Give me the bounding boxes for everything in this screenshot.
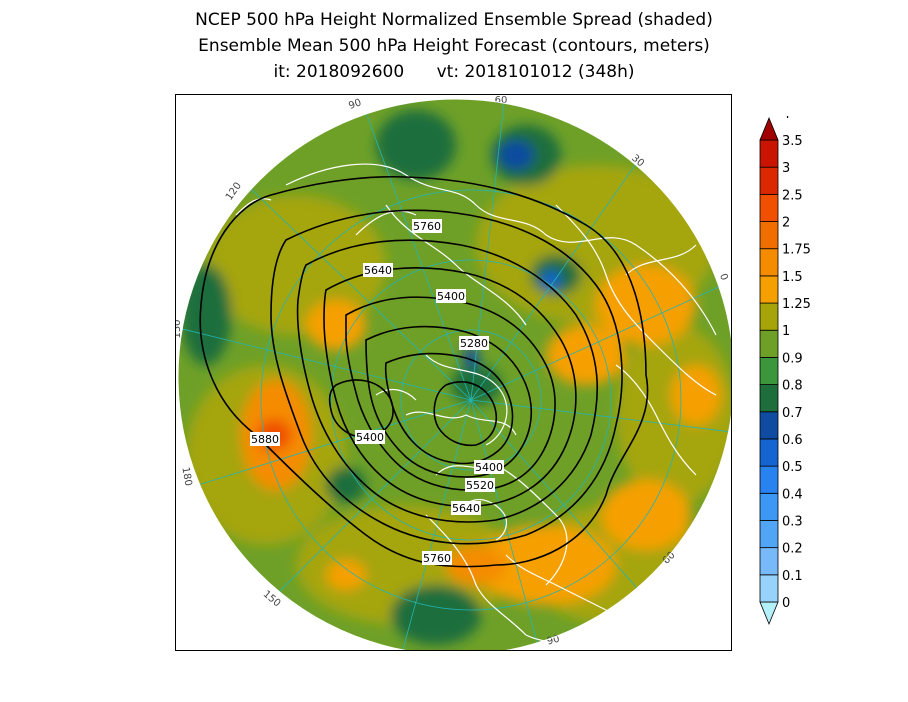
colorbar-box [759, 275, 779, 304]
colorbar-label: 0.8 [782, 379, 803, 394]
colorbar-label: 4 [782, 116, 790, 122]
lon-label: 180 [179, 466, 193, 487]
colorbar-label: 0.1 [782, 569, 803, 584]
colorbar-box [759, 547, 779, 576]
contour-label: 5520 [465, 478, 495, 492]
svg-text:5520: 5520 [466, 479, 494, 492]
lon-label: 120 [224, 181, 244, 203]
colorbar-box [759, 411, 779, 440]
colorbar-label: 3 [782, 161, 790, 176]
colorbar-box [759, 357, 779, 385]
colorbar-label: 1 [782, 324, 790, 339]
colorbar-label: 0.9 [782, 351, 803, 366]
colorbar-labels: 0 0.1 0.2 0.3 0.4 0.5 0.6 0.7 0.8 0.9 1 1.25 1.5 1.75… [782, 116, 811, 611]
contour-label: 5760 [412, 219, 442, 233]
colorbar-label: 1.25 [782, 297, 811, 312]
colorbar-box [759, 601, 779, 626]
colorbar-box [759, 438, 779, 467]
polar-map: 5760 5640 5400 5280 5880 5400 [176, 95, 731, 650]
map-frame: 5760 5640 5400 5280 5880 5400 [175, 94, 732, 651]
colorbar-box [759, 166, 779, 195]
svg-text:5400: 5400 [475, 461, 503, 474]
contour-label: 5640 [363, 263, 393, 277]
colorbar-box [759, 221, 779, 250]
svg-text:5400: 5400 [356, 431, 384, 444]
contour-label: 5280 [459, 336, 489, 350]
colorbar-label: 2.5 [782, 188, 803, 203]
colorbar-box [759, 248, 779, 277]
colorbar-box [759, 329, 779, 358]
contour-labels: 5760 5640 5400 5280 5880 5400 [250, 219, 504, 565]
svg-text:5640: 5640 [452, 502, 480, 515]
colorbar-label: 0.7 [782, 406, 803, 421]
height-contours [199, 175, 649, 568]
colorbar-box [759, 492, 779, 521]
colorbar-box [759, 465, 779, 494]
svg-text:5760: 5760 [413, 220, 441, 233]
title-line-1: NCEP 500 hPa Height Normalized Ensemble … [195, 10, 713, 30]
colorbar-label: 2 [782, 216, 790, 231]
lon-label: 90 [347, 97, 363, 112]
colorbar-box [759, 116, 779, 141]
contour-label: 5400 [474, 460, 504, 474]
svg-text:5280: 5280 [460, 337, 488, 350]
coastlines [235, 163, 717, 650]
contour-label: 5400 [355, 430, 385, 444]
contour-label: 5880 [250, 432, 280, 446]
contour-label: 5640 [451, 501, 481, 515]
svg-text:5880: 5880 [251, 433, 279, 446]
lon-label: 150 [176, 319, 183, 338]
colorbar-label: 0.2 [782, 542, 803, 557]
lon-label: 90 [546, 634, 561, 648]
colorbar-label: 0.6 [782, 433, 803, 448]
lon-label: 60 [495, 95, 508, 106]
title-line-3: it: 2018092600 vt: 2018101012 (348h) [273, 62, 635, 82]
title-line-2: Ensemble Mean 500 hPa Height Forecast (c… [198, 36, 710, 56]
svg-text:5760: 5760 [423, 552, 451, 565]
colorbar-box [759, 139, 779, 168]
colorbar-label: 0.5 [782, 460, 803, 475]
colorbar-label: 0.3 [782, 514, 803, 529]
svg-text:5640: 5640 [364, 264, 392, 277]
colorbar: 0 0.1 0.2 0.3 0.4 0.5 0.6 0.7 0.8 0.9 1 1.25 1.5 1.75… [759, 116, 811, 626]
colorbar-boxes [759, 116, 779, 626]
colorbar-label: 0 [782, 596, 790, 611]
spread-shading [178, 99, 731, 650]
colorbar-label: 3.5 [782, 134, 803, 149]
svg-text:5400: 5400 [437, 290, 465, 303]
colorbar-label: 1.5 [782, 270, 803, 285]
contour-label: 5400 [436, 289, 466, 303]
colorbar-box [759, 520, 779, 549]
colorbar-label: 1.75 [782, 243, 811, 258]
contour-label: 5760 [422, 551, 452, 565]
colorbar-label: 0.4 [782, 487, 803, 502]
colorbar-box [759, 384, 779, 413]
lon-label: 0 [717, 272, 730, 282]
colorbar-box [759, 574, 779, 603]
colorbar-box [759, 302, 779, 331]
colorbar-box [759, 193, 779, 222]
